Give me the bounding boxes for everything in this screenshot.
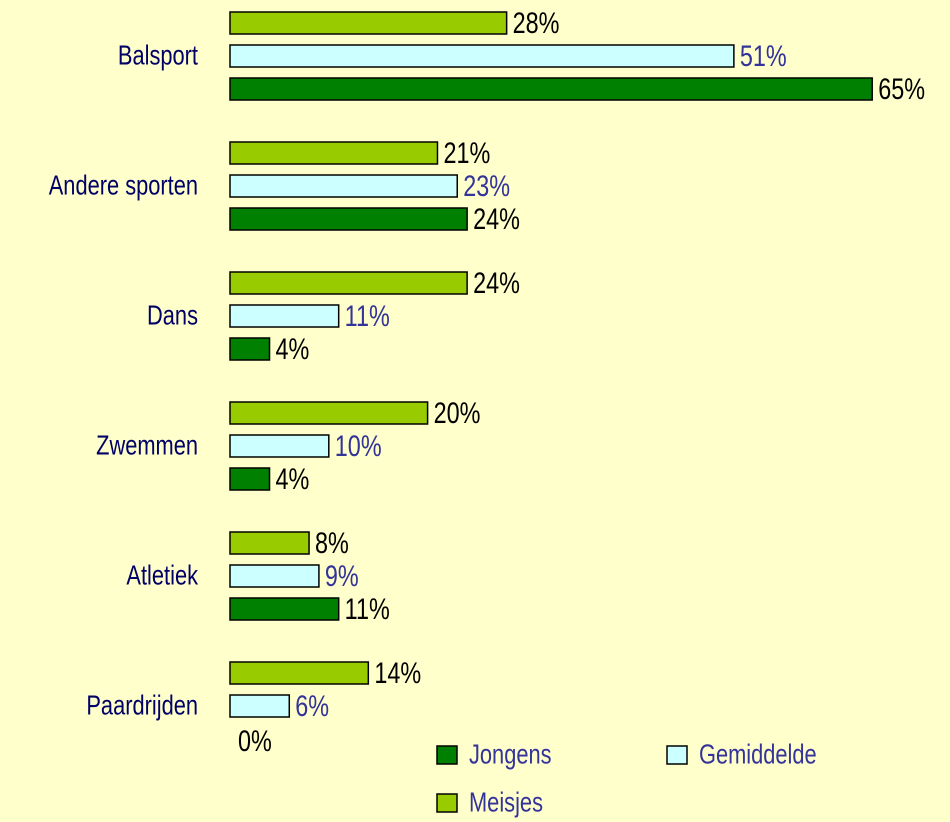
bar (229, 174, 458, 198)
bar (229, 337, 271, 361)
data-label: 8% (315, 526, 349, 559)
data-label: 11% (345, 299, 390, 332)
data-label: 11% (345, 592, 390, 625)
data-label: 4% (276, 332, 310, 365)
bar (229, 467, 271, 491)
bar (229, 11, 508, 35)
data-label: 6% (295, 689, 329, 722)
data-label: 14% (374, 656, 421, 689)
data-label: 51% (740, 39, 787, 72)
data-label: 4% (276, 462, 310, 495)
bar (229, 271, 468, 295)
data-label: 28% (513, 6, 560, 39)
legend-label: Meisjes (469, 787, 543, 818)
category-label: Zwemmen (96, 430, 198, 461)
category-label: Balsport (118, 40, 198, 71)
bar (229, 434, 330, 458)
data-label: 24% (473, 202, 520, 235)
category-label: Paardrijden (86, 690, 198, 721)
legend-swatch (436, 745, 458, 765)
data-label: 65% (878, 72, 925, 105)
bar (229, 531, 310, 555)
legend-label: Jongens (469, 739, 552, 770)
bar (229, 304, 340, 328)
data-label: 10% (335, 429, 382, 462)
bar (229, 597, 340, 621)
legend-swatch (436, 793, 458, 813)
data-label: 0% (238, 724, 272, 757)
data-label: 24% (473, 266, 520, 299)
data-label: 21% (443, 136, 490, 169)
category-label: Dans (147, 300, 198, 331)
category-label: Andere sporten (49, 170, 198, 201)
bar (229, 141, 439, 165)
bar (229, 694, 291, 718)
legend-swatch (666, 745, 688, 765)
bar (229, 401, 429, 425)
category-label: Atletiek (126, 560, 198, 591)
bar (229, 661, 370, 685)
bar (229, 207, 468, 231)
bar (229, 44, 735, 68)
legend-label: Gemiddelde (699, 739, 817, 770)
data-label: 23% (463, 169, 510, 202)
bar (229, 77, 873, 101)
bar (229, 564, 320, 588)
data-label: 20% (434, 396, 481, 429)
data-label: 9% (325, 559, 359, 592)
